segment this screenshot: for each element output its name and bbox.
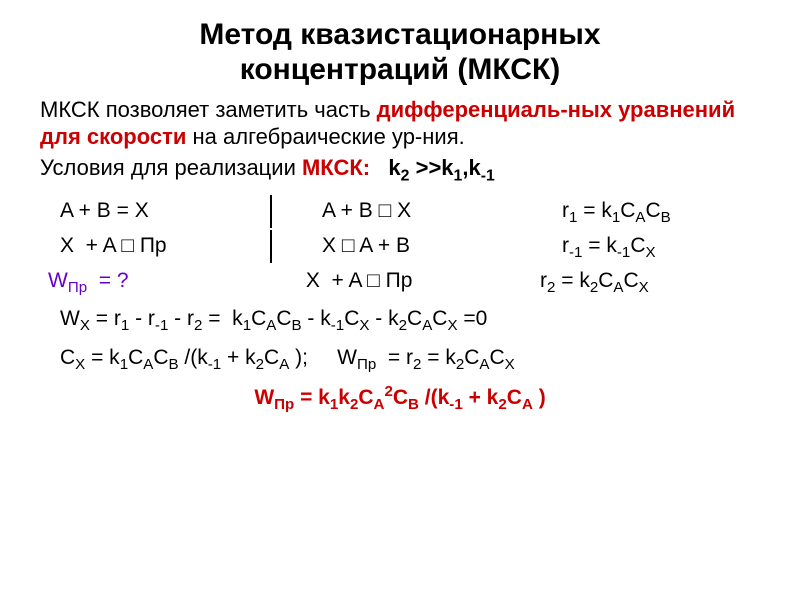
intro-text-2: на алгебраические ур-ния. <box>186 124 464 149</box>
slide: Метод квазистационарных концентраций (МК… <box>0 0 800 413</box>
eq-row-2: X + A □ Пр X □ A + B r-1 = k-1CX <box>40 230 760 265</box>
cond-label: МКСК: <box>302 155 370 180</box>
intro-text-1: МКСК позволяет заметить часть <box>40 97 377 122</box>
eq-left-1: A + B = X <box>40 195 272 228</box>
eq-mid-2: X □ A + B <box>272 230 552 263</box>
eq-mid-1: A + B □ X <box>272 195 552 228</box>
cond-text: Условия для реализации <box>40 155 302 180</box>
eq-left-3: WПр = ? <box>40 265 258 300</box>
eq-right-3: r2 = k2CACX <box>530 265 649 300</box>
eq-right-2: r-1 = k-1CX <box>552 230 656 265</box>
wx-equation: WX = r1 - r-1 - r2 = k1CACB - k-1CX - k2… <box>40 303 760 338</box>
eq-right-1: r1 = k1CACB <box>552 195 671 230</box>
eq-left-2: X + A □ Пр <box>40 230 272 263</box>
cond-formula: k2 >>k1,k-1 <box>370 155 495 180</box>
conditions-line: Условия для реализации МКСК: k2 >>k1,k-1 <box>40 155 760 186</box>
slide-title: Метод квазистационарных концентраций (МК… <box>40 18 760 87</box>
intro-paragraph: МКСК позволяет заметить часть дифференци… <box>40 97 760 151</box>
eq-row-1: A + B = X A + B □ X r1 = k1CACB <box>40 195 760 230</box>
title-line-2: концентраций (МКСК) <box>240 53 561 86</box>
final-equation: WПр = k1k2CA2CB /(k-1 + k2CA ) <box>40 383 760 413</box>
eq-mid-3: X + A □ Пр <box>258 265 530 298</box>
cx-equation: CX = k1CACB /(k-1 + k2CA ); WПр = r2 = k… <box>40 342 760 377</box>
equation-table: A + B = X A + B □ X r1 = k1CACB X + A □ … <box>40 195 760 299</box>
eq-row-3: WПр = ? X + A □ Пр r2 = k2CACX <box>40 265 760 300</box>
title-line-1: Метод квазистационарных <box>199 18 600 51</box>
